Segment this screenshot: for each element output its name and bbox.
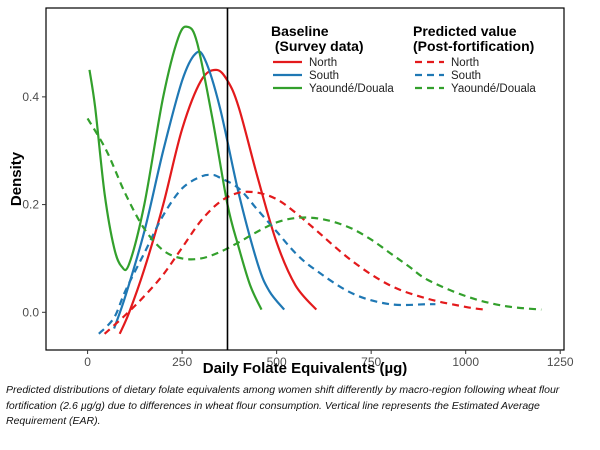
figure-caption: Predicted distributions of dietary folat…: [6, 384, 560, 427]
legend-label: Yaoundé/Douala: [451, 83, 536, 95]
x-tick-label: 1000: [452, 355, 479, 369]
y-axis-title: Density: [8, 151, 25, 206]
legend-label: North: [309, 57, 337, 69]
baseline-yaound-douala-line: [88, 25, 263, 311]
y-tick-label: 0.0: [22, 305, 39, 319]
x-axis: 0 250 500 750 1000 1250: [84, 350, 574, 369]
legend-background: [261, 20, 553, 96]
legend-group-title: (Survey data): [271, 38, 364, 54]
y-tick-label: 0.4: [22, 90, 39, 104]
legend-group-title: (Post-fortification): [413, 38, 534, 54]
series-lines: [86, 25, 542, 335]
x-tick-label: 0: [84, 355, 91, 369]
legend-label: Yaoundé/Douala: [309, 83, 394, 95]
predicted-south-line: [98, 173, 436, 335]
baseline-north-line: [118, 68, 318, 335]
x-tick-label: 500: [267, 355, 287, 369]
y-axis: 0.0 0.2 0.4: [22, 90, 46, 319]
predicted-north-line: [103, 190, 485, 335]
x-tick-label: 1250: [547, 355, 574, 369]
x-tick-label: 250: [172, 355, 192, 369]
density-chart: 0 250 500 750 1000 1250 0.0 0.2 0.4 Baseline (S…: [8, 7, 574, 377]
legend-label: South: [451, 70, 481, 82]
x-tick-label: 750: [361, 355, 381, 369]
legend-group-title: Baseline: [271, 23, 329, 39]
y-tick-label: 0.2: [22, 198, 39, 212]
legend-label: North: [451, 57, 479, 69]
legend-group-title: Predicted value: [413, 23, 517, 39]
predicted-yaound-douala-line: [86, 117, 542, 311]
legend-label: South: [309, 70, 339, 82]
legend: Baseline (Survey data)NorthSouthYaoundé/…: [261, 20, 553, 96]
x-axis-title: Daily Folate Equivalents (µg): [203, 360, 408, 377]
